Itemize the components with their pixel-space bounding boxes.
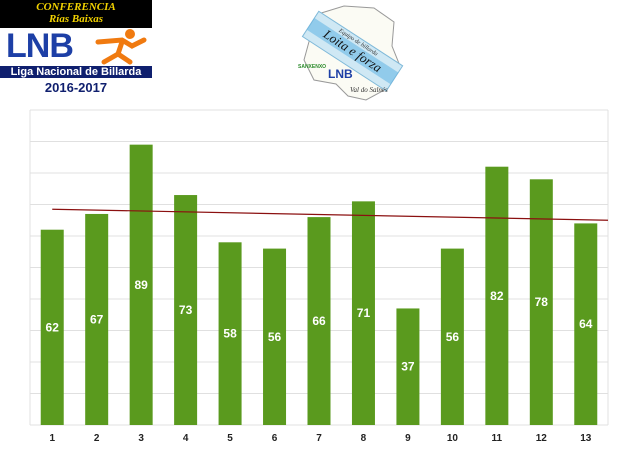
bar-value-label: 56	[446, 330, 460, 344]
league-name: Liga Nacional de Billarda	[0, 66, 152, 78]
team-logo: Loita e forza Equipo de billarda SANXENX…	[298, 5, 404, 101]
x-tick-label: 2	[94, 433, 100, 444]
bar-value-label: 64	[579, 317, 593, 331]
bar-value-label: 71	[357, 306, 371, 320]
league-logo: CONFERENCIA Rías Baixas LNB Liga Naciona…	[0, 0, 152, 100]
bar	[485, 166, 509, 425]
trend-line	[52, 208, 609, 221]
x-tick-label: 12	[536, 433, 548, 444]
trend-line-group	[52, 208, 609, 221]
x-tick-label: 7	[316, 433, 322, 444]
bar	[396, 308, 420, 425]
season-label: 2016-2017	[44, 80, 108, 95]
bar-value-label: 82	[490, 289, 504, 303]
bars	[40, 144, 598, 425]
x-axis-ticks: 1 2 3 4 5 6 7 8 9 10 11 12 13	[49, 433, 591, 444]
conference-line-2: Rías Baixas	[48, 13, 104, 25]
conference-line-1: CONFERENCIA	[36, 1, 116, 13]
bar	[129, 144, 153, 425]
conference-title: CONFERENCIA Rías Baixas	[0, 0, 152, 28]
bar	[351, 201, 375, 425]
bar-value-label: 66	[312, 314, 326, 328]
x-tick-label: 9	[405, 433, 411, 444]
bar-value-label: 56	[268, 330, 282, 344]
bar-labels: 62 67 89 73 58 56 66 71 37 56 82 78 64	[46, 278, 593, 374]
runner-icon	[95, 29, 147, 65]
team-region: Val do Salnés	[350, 86, 388, 94]
x-tick-label: 4	[183, 433, 189, 444]
bar	[85, 213, 109, 425]
x-tick-label: 6	[272, 433, 278, 444]
bar	[440, 248, 464, 425]
bar-value-label: 67	[90, 312, 104, 326]
bar	[218, 242, 242, 425]
bar	[174, 195, 198, 425]
x-tick-label: 11	[492, 433, 503, 444]
x-tick-label: 13	[580, 433, 592, 444]
x-tick-label: 8	[361, 433, 367, 444]
bar-value-label: 89	[134, 278, 148, 292]
bar-value-label: 62	[46, 320, 60, 334]
team-badge: LNB	[328, 67, 353, 81]
x-tick-label: 1	[49, 433, 55, 444]
team-small-text: SANXENXO	[298, 64, 326, 70]
league-short-name: LNB	[6, 27, 74, 65]
x-tick-label: 3	[138, 433, 144, 444]
x-tick-label: 10	[447, 433, 459, 444]
x-tick-label: 5	[227, 433, 233, 444]
bar-value-label: 73	[179, 303, 193, 317]
bar	[529, 179, 553, 425]
bar	[307, 217, 331, 425]
bar-value-label: 78	[535, 295, 549, 309]
bar	[40, 229, 64, 425]
bar	[263, 248, 287, 425]
bar	[574, 223, 598, 425]
bar-value-label: 58	[223, 327, 237, 341]
bar-value-label: 37	[401, 360, 415, 374]
